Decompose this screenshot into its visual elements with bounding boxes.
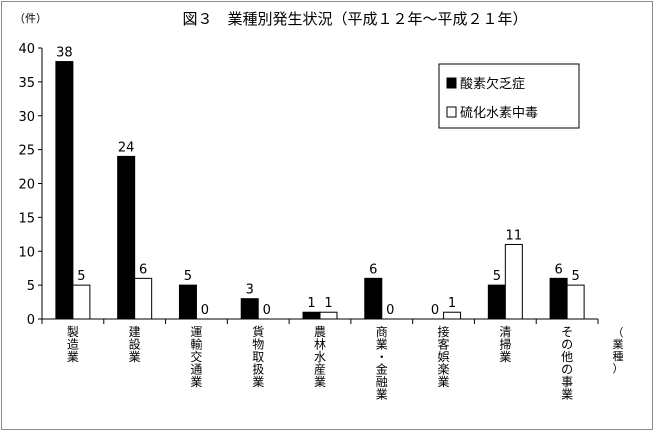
y-axis-unit: （件） [14,12,47,25]
category-label: 接客娯楽業 [438,324,450,389]
bar-series1 [549,277,568,320]
bar-series2 [72,284,91,320]
y-tick-label: 10 [18,245,35,260]
data-label: 6 [369,262,377,277]
legend-swatch [446,106,457,118]
bar-series1 [178,284,197,320]
data-label: 1 [448,296,456,311]
bar-series1 [487,284,506,320]
data-label: 6 [139,262,147,277]
chart-title: 図３ 業種別発生状況（平成１２年～平成２１年） [182,10,527,28]
category-label: 製造業 [67,325,79,364]
category-label: その他の事業 [561,325,573,402]
x-axis-unit: （業種） [613,326,624,375]
category-label: 貨物取扱業 [252,324,264,389]
data-label: 1 [307,296,315,311]
y-tick-label: 0 [27,313,35,328]
bar-series1 [55,61,74,320]
category-label: 農林水産業 [314,325,326,389]
bar-series1 [117,155,136,320]
category-label: 運輸交通業 [190,325,202,389]
y-tick-label: 25 [18,144,35,159]
y-axis: 0 5 10 15 20 25 30 35 40 [18,42,43,328]
bar-series1 [240,298,259,320]
bar-series2 [443,311,462,320]
y-tick-label: 35 [18,76,35,91]
legend-label: 酸素欠乏症 [460,76,525,92]
data-label: 0 [263,303,271,318]
data-label: 5 [184,269,192,284]
data-label: 1 [324,296,332,311]
x-axis: 製造業 建設業 運輸交通業 貨物取扱業 農林水産業 商業・金融業 接客娯楽業 清掃業 その他の事… [41,318,624,402]
data-label: 11 [506,228,523,243]
legend-box [438,63,580,129]
bar-series2 [504,243,523,320]
legend-label: 硫化水素中毒 [460,106,538,121]
data-label: 0 [386,303,394,318]
y-tick-label: 5 [27,279,35,294]
data-label: 24 [118,140,135,155]
data-label: 0 [431,303,439,318]
bar-series1 [302,311,321,320]
bar-series2 [134,277,153,320]
category-label: 建設業 [129,325,141,364]
data-label: 5 [77,269,85,284]
bar-series2 [319,311,338,320]
category-label: 清掃業 [499,325,511,364]
legend-swatch [446,77,457,89]
bar-series2 [566,284,585,320]
y-tick-label: 30 [18,110,35,125]
data-label: 0 [201,303,209,318]
data-label: 38 [56,46,73,61]
category-label: 商業・金融業 [376,324,388,402]
data-label: 6 [554,262,562,277]
data-label: 3 [246,283,254,298]
y-tick-label: 20 [18,178,35,193]
y-tick-label: 40 [18,42,35,57]
bar-series1 [364,277,383,320]
data-label: 5 [571,269,579,284]
y-tick-label: 15 [18,211,35,226]
data-label: 5 [493,269,501,284]
